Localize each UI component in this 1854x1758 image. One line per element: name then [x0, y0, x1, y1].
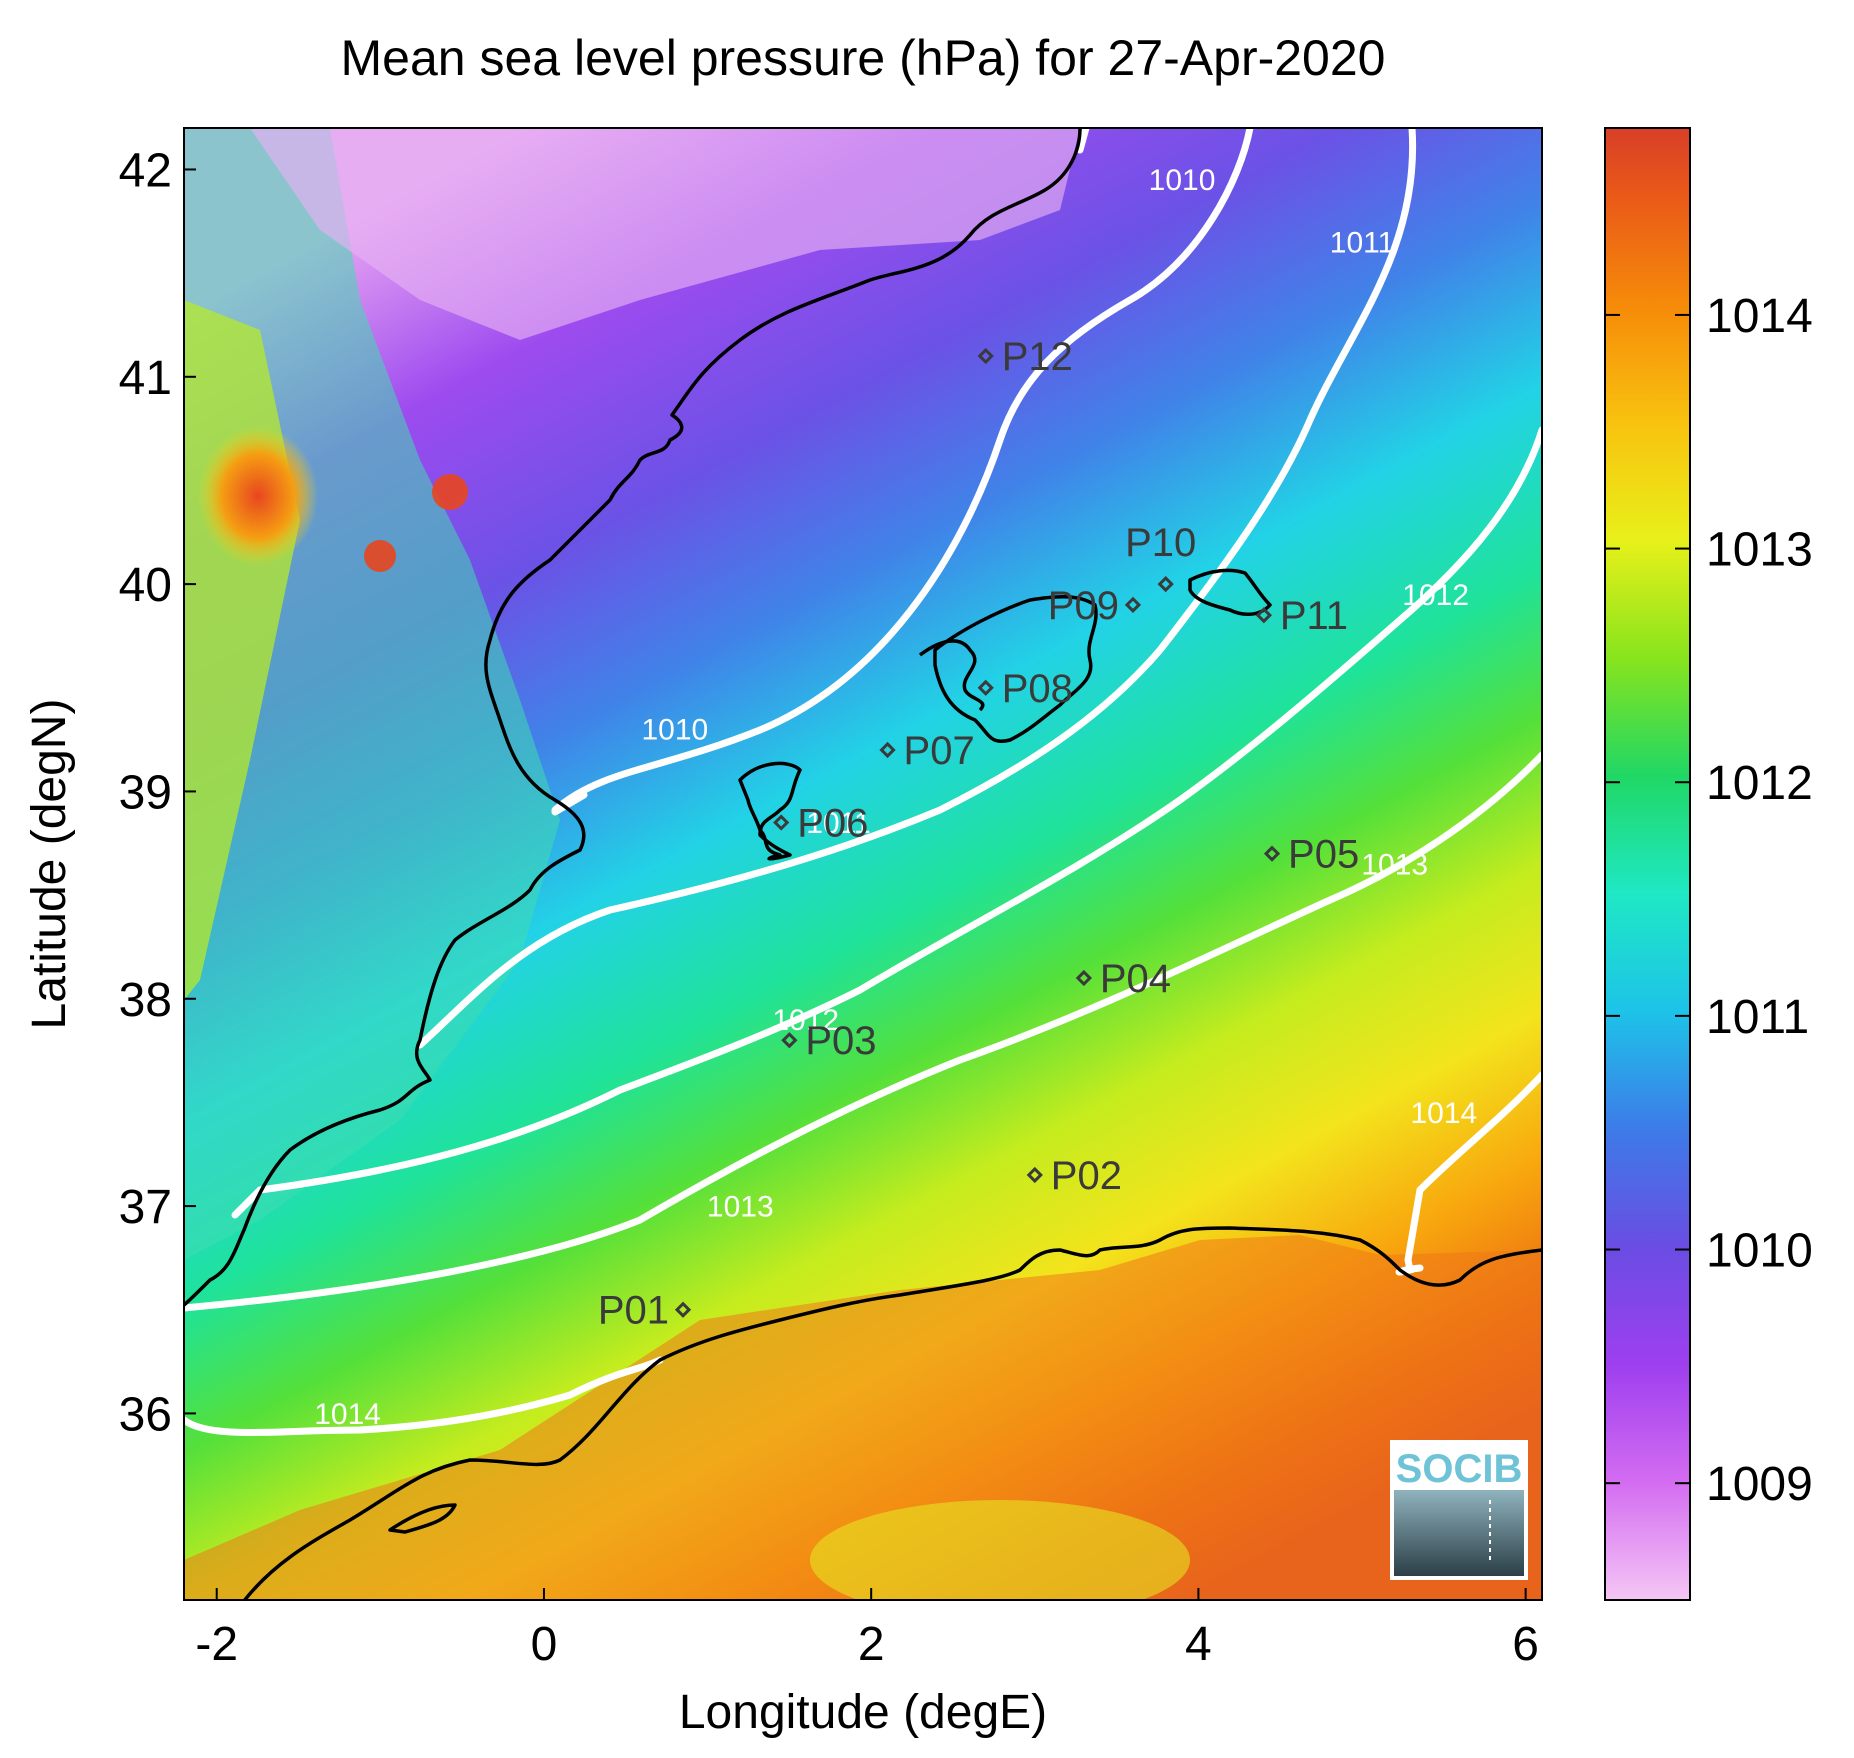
menorca-coastline — [1188, 568, 1272, 616]
colorbar-scale — [1604, 127, 1691, 1601]
x-axis-label: Longitude (degE) — [679, 1686, 1047, 1739]
contour-label: 1010 — [1149, 164, 1216, 197]
isobar-1013 — [184, 751, 1542, 1312]
africa-low-tint — [810, 1500, 1190, 1600]
x-tick-label: -2 — [195, 1618, 238, 1671]
station-marker — [1255, 607, 1272, 624]
station-label: P08 — [1002, 667, 1073, 711]
station-label: P12 — [1002, 335, 1073, 379]
contour-label: 1013 — [1361, 848, 1428, 881]
contour-label: 1011 — [1330, 226, 1395, 259]
contour-labels: 1010 1011 1010 1011 1012 1013 1012 1013 1014 1014 — [314, 164, 1477, 1431]
colorbar: 1009 1010 1011 1012 1013 1014 — [1604, 127, 1813, 1601]
isobar-1010-fragment — [551, 128, 1090, 816]
logo-graphic — [1394, 1490, 1524, 1576]
station-label: P10 — [1125, 521, 1196, 565]
station-label: P01 — [598, 1289, 669, 1333]
station-marker — [977, 679, 994, 696]
y-tick-label: 37 — [119, 1181, 172, 1234]
north-africa-coastline — [242, 1226, 1542, 1600]
low-pressure-area — [250, 128, 1080, 340]
station-marker — [977, 347, 994, 365]
socib-logo: SOCIB — [1390, 1440, 1528, 1580]
colorbar-tick-label: 1012 — [1706, 757, 1813, 810]
x-tick-label: 2 — [858, 1618, 885, 1671]
isobar-lines — [184, 128, 1542, 1436]
station-label: P05 — [1288, 833, 1359, 877]
contour-label: 1014 — [314, 1398, 381, 1431]
x-tick-label: 0 — [531, 1618, 558, 1671]
north-africa-tint — [184, 1235, 1542, 1600]
y-tick-label: 38 — [119, 974, 172, 1027]
station-marker — [1157, 575, 1174, 593]
station-label: P07 — [904, 729, 975, 773]
isobar-1011 — [416, 128, 1417, 1049]
station-label: P03 — [805, 1019, 876, 1063]
y-tick-label: 39 — [119, 766, 172, 819]
station-marker — [674, 1301, 692, 1318]
colorbar-tick-label: 1014 — [1706, 290, 1813, 343]
mallorca-coastline — [933, 594, 1098, 743]
station-marker — [1263, 845, 1281, 862]
high-pressure-spot — [198, 426, 318, 566]
map-title: Mean sea level pressure (hPa) for 27-Apr… — [341, 30, 1386, 86]
station-marker — [1026, 1166, 1043, 1184]
contour-label: 1012 — [772, 1004, 839, 1037]
y-tick-label: 40 — [119, 559, 172, 612]
colorbar-tick-label: 1013 — [1706, 524, 1813, 577]
africa-lake-coastline — [388, 1503, 457, 1534]
iberia-coastline — [184, 128, 1082, 1307]
contour-label: 1013 — [707, 1190, 774, 1223]
y-axis: 36 37 38 39 40 41 42 — [119, 144, 196, 1441]
iberia-land-tint — [184, 128, 560, 1260]
colorbar-tick-label: 1009 — [1706, 1458, 1813, 1511]
station-marker — [1075, 969, 1093, 987]
plot-area — [184, 128, 1542, 1600]
station-marker — [1124, 596, 1142, 613]
colorbar-ticks: 1009 1010 1011 1012 1013 1014 — [1605, 290, 1813, 1511]
y-tick-label: 36 — [119, 1388, 172, 1441]
high-pressure-dot — [364, 540, 396, 572]
logo-text: SOCIB — [1396, 1447, 1523, 1491]
coastlines — [184, 128, 1542, 1600]
station-label: P09 — [1048, 584, 1119, 628]
plot-frame — [183, 127, 1543, 1601]
station-marker — [879, 741, 896, 759]
y-axis-label: Latitude (degN) — [23, 699, 76, 1030]
ibiza-coastline — [738, 761, 802, 861]
isobar-1010-north — [551, 128, 1254, 814]
high-pressure-dot — [432, 474, 468, 510]
station-label: P02 — [1051, 1154, 1122, 1198]
station-label: P06 — [797, 802, 868, 846]
station-marker — [773, 814, 790, 831]
x-tick-label: 4 — [1185, 1618, 1212, 1671]
y-tick-label: 41 — [119, 352, 172, 405]
y-tick-label: 42 — [119, 144, 172, 197]
x-axis: -2 0 2 4 6 — [195, 1588, 1539, 1671]
contour-label: 1011 — [806, 807, 871, 840]
contour-label: 1014 — [1410, 1097, 1477, 1130]
station-label: P04 — [1100, 957, 1171, 1001]
station-marker — [781, 1032, 798, 1049]
isobar-1012 — [231, 426, 1542, 1219]
station-label: P11 — [1280, 594, 1348, 638]
contour-label: 1012 — [1402, 579, 1469, 612]
x-tick-label: 6 — [1512, 1618, 1539, 1671]
colorbar-tick-label: 1010 — [1706, 1225, 1813, 1278]
contour-label: 1010 — [641, 714, 708, 747]
colorbar-tick-label: 1011 — [1706, 991, 1809, 1044]
